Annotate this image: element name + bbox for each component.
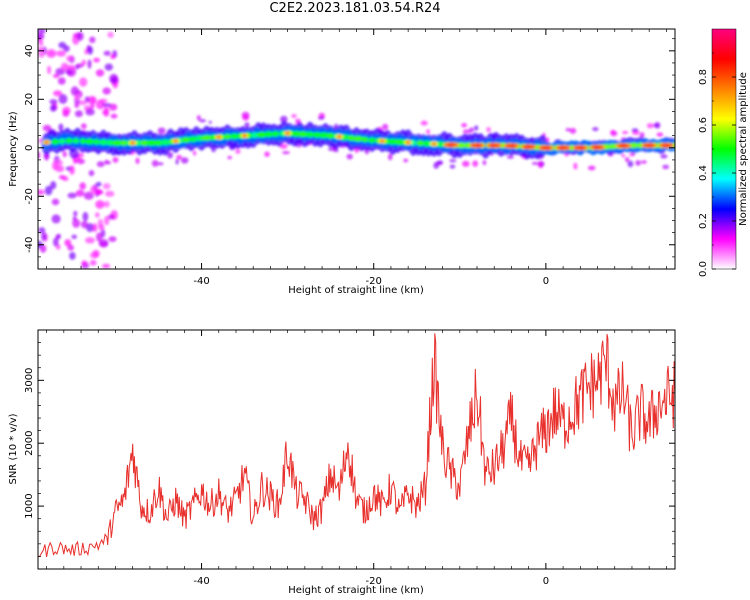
x-tick-label: 0 (543, 276, 549, 287)
snr-y-axis-label: SNR (10 * v/v) (8, 413, 19, 484)
spectrogram-blobs (38, 29, 675, 269)
y-tick-label: 3000 (24, 368, 35, 393)
x-tick-label: -20 (366, 276, 382, 287)
colorbar-label: Normalized spectral amplitude (738, 72, 749, 226)
y-tick-label: -40 (24, 237, 35, 253)
snr-x-axis-label: Height of straight line (km) (288, 585, 424, 596)
y-tick-label: 2000 (24, 430, 35, 455)
colorbar-tick-label: 0.0 (698, 261, 709, 277)
chart-title: C2E2.2023.181.03.54.R24 (269, 1, 441, 16)
colorbar-strip (711, 28, 737, 270)
colorbar-tick-label: 0.4 (698, 165, 709, 181)
spectrogram-y-axis-label: Frequency (Hz) (8, 111, 19, 187)
y-tick-label: 1000 (24, 493, 35, 518)
spectrogram-x-axis-label: Height of straight line (km) (288, 285, 424, 296)
colorbar-tick-label: 0.6 (698, 117, 709, 133)
y-tick-label: 20 (24, 93, 35, 106)
spectrogram-heatmap (38, 29, 675, 269)
snr-series-line (38, 333, 675, 558)
spectrogram-panel: -40 -20 0 40 20 0 -20 -40 Height of straight li… (8, 28, 676, 296)
colorbar-ticks: 0.0 0.2 0.4 0.6 0.8 (698, 52, 736, 277)
snr-plot-area (38, 330, 675, 569)
x-tick-label: 0 (543, 576, 549, 587)
y-tick-label: 40 (24, 44, 35, 57)
snr-panel: -40 -20 0 1000 2000 3000 Height of straight l… (8, 329, 676, 596)
colorbar-tick-label: 0.8 (698, 69, 709, 85)
y-tick-label: 0 (24, 145, 35, 151)
x-tick-label: -40 (193, 576, 209, 587)
y-tick-label: -20 (24, 188, 35, 204)
spectrogram-ticks: -40 -20 0 40 20 0 -20 -40 (24, 29, 675, 287)
snr-ticks: -40 -20 0 1000 2000 3000 (24, 329, 675, 587)
colorbar: 0.0 0.2 0.4 0.6 0.8 Normalized spectral ampl… (698, 28, 749, 277)
colorbar-tick-label: 0.2 (698, 213, 709, 229)
x-tick-label: -40 (193, 276, 209, 287)
x-tick-label: -20 (366, 576, 382, 587)
